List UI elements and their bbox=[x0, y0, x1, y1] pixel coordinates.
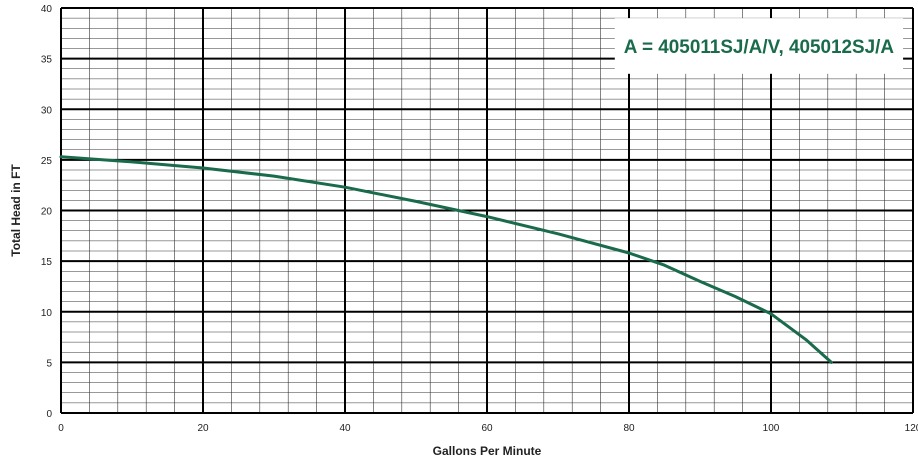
x-tick-label: 60 bbox=[481, 423, 493, 434]
y-tick-label: 0 bbox=[46, 409, 52, 420]
legend-label: A = 405011SJ/A/V, 405012SJ/A bbox=[624, 37, 895, 58]
x-tick-label: 100 bbox=[763, 423, 780, 434]
y-tick-label: 20 bbox=[41, 207, 53, 218]
x-axis-title: Gallons Per Minute bbox=[433, 444, 542, 458]
major-grid bbox=[60, 7, 914, 414]
series-line bbox=[59, 155, 833, 364]
y-tick-label: 25 bbox=[41, 156, 53, 167]
x-tick-label: 120 bbox=[905, 423, 918, 434]
y-tick-label: 15 bbox=[41, 257, 53, 268]
y-tick-label: 35 bbox=[41, 55, 53, 66]
x-axis-tick-labels: 0 20 40 60 80 100 120 bbox=[58, 423, 918, 434]
y-tick-label: 5 bbox=[46, 358, 52, 369]
y-axis-tick-labels: 0 5 10 15 20 25 30 35 40 bbox=[41, 4, 53, 420]
legend-box bbox=[614, 18, 904, 74]
x-tick-label: 40 bbox=[339, 423, 351, 434]
y-tick-label: 10 bbox=[41, 308, 53, 319]
x-tick-label: 0 bbox=[58, 423, 64, 434]
x-tick-label: 80 bbox=[623, 423, 635, 434]
y-tick-label: 30 bbox=[41, 105, 53, 116]
x-tick-label: 20 bbox=[197, 423, 209, 434]
y-tick-label: 40 bbox=[41, 4, 53, 15]
legend: A = 405011SJ/A/V, 405012SJ/A bbox=[614, 18, 904, 74]
y-axis-title: Total Head in FT bbox=[9, 164, 23, 257]
